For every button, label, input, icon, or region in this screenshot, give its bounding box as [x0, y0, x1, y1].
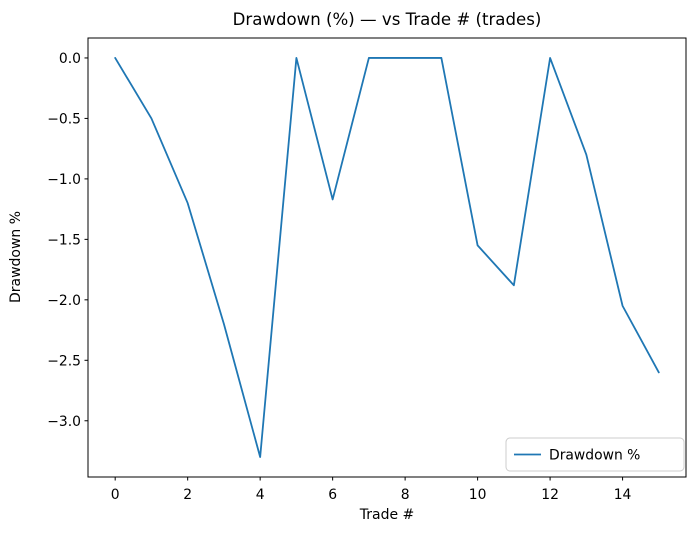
- y-axis-label: Drawdown %: [8, 211, 24, 303]
- x-tick-label: 8: [401, 487, 410, 503]
- x-tick-label: 14: [614, 487, 632, 503]
- y-tick-label: −0.5: [47, 111, 81, 127]
- y-tick-label: 0.0: [59, 51, 81, 67]
- series-group: [114, 57, 660, 458]
- x-axis-label: Trade #: [359, 507, 415, 523]
- plot-area: [87, 37, 687, 478]
- y-tick-label: −2.5: [47, 353, 81, 369]
- x-tick-label: 4: [256, 487, 265, 503]
- y-tick-label: −3.0: [47, 414, 81, 430]
- legend-box: [505, 437, 685, 472]
- series-line: [114, 57, 660, 458]
- y-tick-label: −1.5: [47, 232, 81, 248]
- y-tick-label: −1.0: [47, 172, 81, 188]
- x-tick-label: 6: [328, 487, 337, 503]
- legend-entry-label: Drawdown %: [549, 448, 640, 464]
- y-axis: 0.0 −0.5 −1.0 −1.5 −2.0 −2.5 −3.0: [47, 51, 88, 430]
- x-axis: 0 2 4 6 8 10 12 14: [111, 477, 632, 503]
- x-tick-label: 12: [541, 487, 559, 503]
- x-tick-label: 10: [469, 487, 487, 503]
- x-tick-label: 0: [111, 487, 120, 503]
- y-tick-label: −2.0: [47, 293, 81, 309]
- chart-title: Drawdown (%) — vs Trade # (trades): [233, 10, 542, 29]
- legend: Drawdown %: [505, 437, 685, 472]
- x-tick-label: 2: [183, 487, 192, 503]
